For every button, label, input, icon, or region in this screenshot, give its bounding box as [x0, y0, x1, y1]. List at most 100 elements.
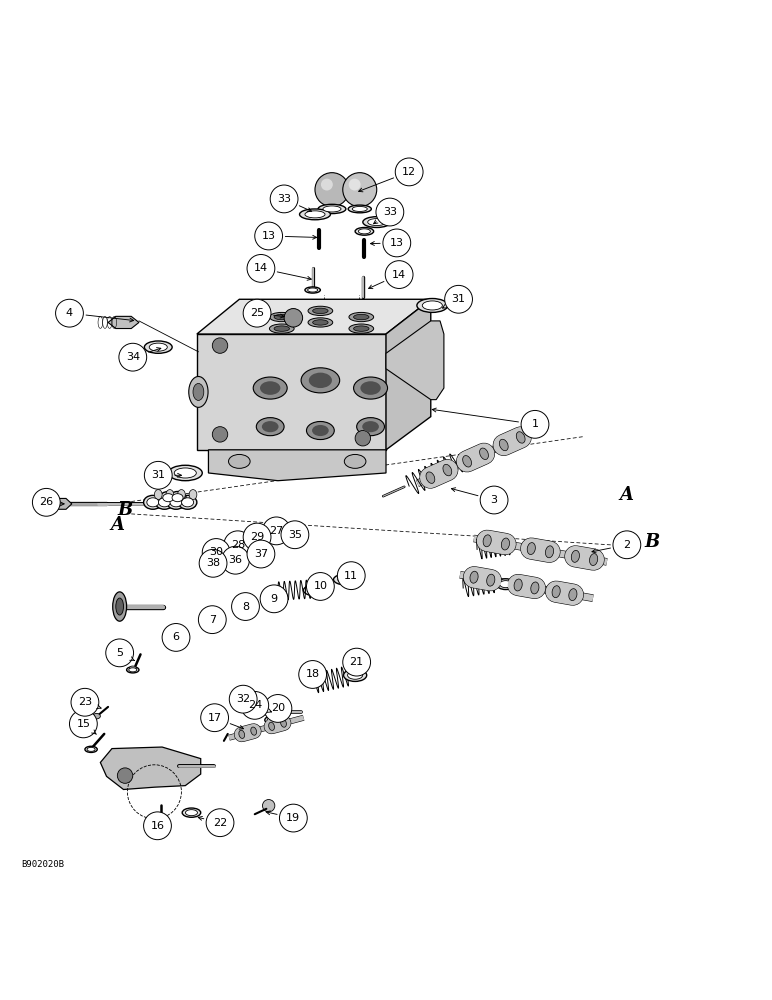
Ellipse shape	[160, 492, 177, 504]
Ellipse shape	[170, 640, 182, 646]
Text: 36: 36	[229, 555, 242, 565]
Ellipse shape	[166, 490, 174, 500]
Ellipse shape	[527, 543, 535, 555]
Circle shape	[337, 562, 365, 590]
Circle shape	[243, 299, 271, 327]
Circle shape	[243, 523, 271, 551]
Ellipse shape	[312, 425, 329, 436]
Text: 16: 16	[151, 821, 164, 831]
Text: 33: 33	[383, 207, 397, 217]
Ellipse shape	[178, 490, 185, 500]
Text: 14: 14	[392, 270, 406, 280]
Text: 30: 30	[209, 547, 223, 557]
Circle shape	[383, 229, 411, 257]
Circle shape	[480, 486, 508, 514]
Ellipse shape	[301, 368, 340, 393]
Text: 20: 20	[271, 703, 285, 713]
Ellipse shape	[361, 381, 381, 395]
Text: 33: 33	[277, 194, 291, 204]
Circle shape	[119, 343, 147, 371]
Ellipse shape	[129, 666, 136, 671]
Text: 6: 6	[172, 632, 180, 642]
Ellipse shape	[347, 671, 363, 679]
Circle shape	[144, 461, 172, 489]
Ellipse shape	[267, 718, 276, 723]
Ellipse shape	[308, 318, 333, 327]
Ellipse shape	[144, 495, 162, 509]
Ellipse shape	[308, 306, 333, 315]
Circle shape	[343, 648, 371, 676]
Circle shape	[199, 549, 227, 577]
Ellipse shape	[170, 498, 182, 507]
Circle shape	[56, 299, 83, 327]
Circle shape	[260, 585, 288, 613]
Circle shape	[343, 173, 377, 207]
Circle shape	[198, 606, 226, 634]
Ellipse shape	[174, 468, 196, 478]
Ellipse shape	[313, 308, 328, 314]
Circle shape	[376, 198, 404, 226]
Text: 32: 32	[236, 694, 250, 704]
Ellipse shape	[193, 383, 204, 400]
Ellipse shape	[306, 421, 334, 440]
Ellipse shape	[178, 495, 197, 509]
Circle shape	[281, 521, 309, 549]
Circle shape	[247, 540, 275, 568]
Ellipse shape	[182, 808, 201, 817]
Ellipse shape	[354, 314, 369, 320]
Ellipse shape	[172, 494, 183, 502]
Ellipse shape	[496, 579, 515, 590]
Polygon shape	[386, 321, 444, 400]
Polygon shape	[108, 316, 139, 329]
Text: 14: 14	[254, 263, 268, 273]
Text: 37: 37	[254, 549, 268, 559]
Text: 17: 17	[208, 713, 222, 723]
Text: 8: 8	[242, 602, 249, 612]
Ellipse shape	[274, 314, 290, 320]
Ellipse shape	[127, 667, 139, 673]
Ellipse shape	[531, 582, 539, 594]
Circle shape	[229, 685, 257, 713]
Circle shape	[279, 804, 307, 832]
Text: 26: 26	[39, 497, 53, 507]
Ellipse shape	[149, 343, 168, 351]
Ellipse shape	[265, 716, 279, 724]
Text: A: A	[110, 516, 124, 534]
Circle shape	[445, 285, 472, 313]
Circle shape	[262, 800, 275, 812]
Ellipse shape	[262, 596, 281, 605]
Ellipse shape	[462, 456, 472, 467]
Text: 2: 2	[623, 540, 631, 550]
Ellipse shape	[85, 746, 97, 752]
Circle shape	[255, 222, 283, 250]
Text: B902020B: B902020B	[22, 860, 65, 869]
Ellipse shape	[352, 206, 367, 211]
Ellipse shape	[260, 381, 280, 395]
Ellipse shape	[167, 495, 185, 509]
Circle shape	[264, 695, 292, 722]
Ellipse shape	[486, 574, 495, 586]
Ellipse shape	[590, 554, 598, 566]
Ellipse shape	[501, 538, 510, 550]
Ellipse shape	[422, 301, 442, 310]
Polygon shape	[208, 450, 386, 481]
Text: B: B	[645, 533, 660, 551]
Text: 19: 19	[286, 813, 300, 823]
Text: 15: 15	[76, 719, 90, 729]
Ellipse shape	[305, 287, 320, 293]
Circle shape	[315, 173, 349, 207]
Ellipse shape	[514, 579, 522, 591]
Text: B: B	[117, 501, 133, 519]
Ellipse shape	[355, 227, 374, 235]
Text: 11: 11	[344, 571, 358, 581]
Text: A: A	[620, 486, 634, 504]
Ellipse shape	[307, 587, 323, 594]
Ellipse shape	[367, 219, 386, 226]
Ellipse shape	[269, 722, 275, 730]
Text: 29: 29	[250, 532, 264, 542]
Ellipse shape	[303, 585, 327, 596]
Text: 24: 24	[248, 700, 262, 710]
Text: 5: 5	[116, 648, 124, 658]
Ellipse shape	[546, 546, 554, 558]
Circle shape	[355, 431, 371, 446]
